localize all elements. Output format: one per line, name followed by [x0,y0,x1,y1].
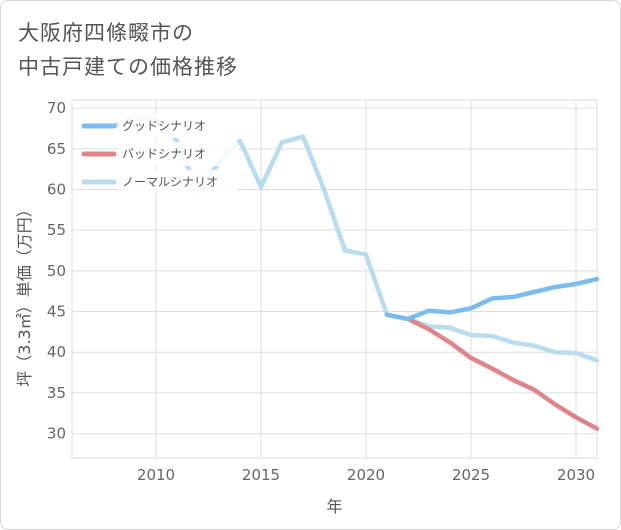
x-axis-title: 年 [326,497,342,516]
series-line-1 [384,312,600,431]
y-axis-title: 坪（3.3㎡）単価（万円） [15,201,34,386]
legend-item-bg [118,170,238,194]
chart-title: 大阪府四條畷市の 中古戸建ての価格推移 [18,16,538,84]
chart-title-line-1: 大阪府四條畷市の [18,21,194,45]
legend-item-bg [118,114,238,138]
y-tick-label: 40 [47,343,66,361]
legend-label: グッドシナリオ [122,119,206,133]
x-tick-label: 2025 [452,466,490,484]
y-tick-label: 30 [47,425,66,443]
y-tick-label: 35 [47,384,66,402]
y-tick-label: 45 [47,303,66,321]
x-tick-label: 2015 [242,466,280,484]
series-line-0 [384,276,600,322]
y-tick-label: 70 [47,99,66,117]
y-tick-label: 55 [47,221,66,239]
chart-title-line-2: 中古戸建ての価格推移 [18,55,238,79]
tick-labels: 2010 2015 2020 2025 2030 30 35 40 45 50 55 60 65 70 [47,99,595,484]
y-tick-label: 50 [47,262,66,280]
y-tick-label: 65 [47,140,66,158]
x-tick-label: 2010 [137,466,175,484]
legend-label: ノーマルシナリオ [122,175,218,189]
x-tick-label: 2030 [557,466,595,484]
legend-label: バッドシナリオ [122,147,206,161]
legend-item-bg [118,142,238,166]
y-tick-label: 60 [47,181,66,199]
x-tick-label: 2020 [347,466,385,484]
